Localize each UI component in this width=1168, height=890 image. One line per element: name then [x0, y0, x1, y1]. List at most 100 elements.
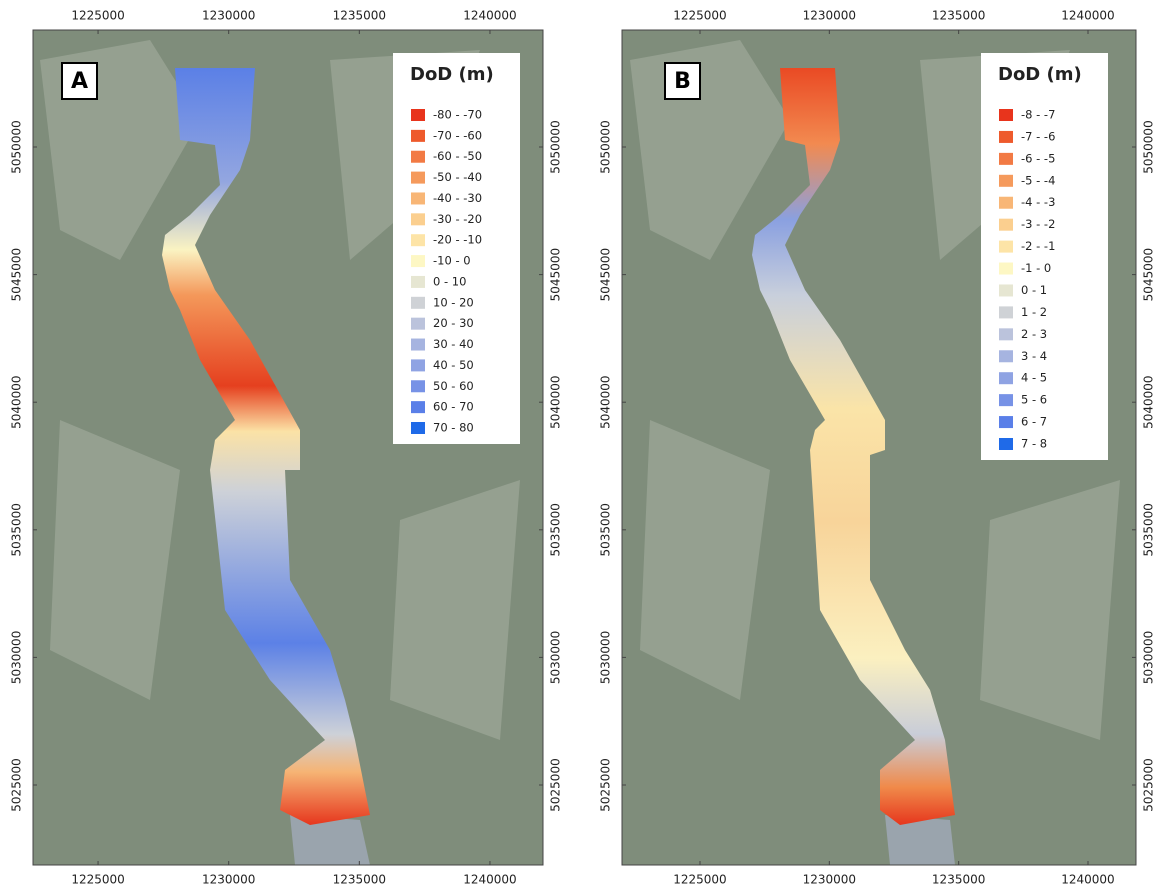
legend-label: -7 - -6 [1021, 129, 1055, 143]
legend-label: -50 - -40 [433, 170, 482, 184]
lake [290, 815, 370, 865]
legend-swatch [411, 422, 425, 434]
y-tick-label: 5045000 [10, 248, 24, 301]
x-tick-label: 1225000 [673, 873, 726, 887]
legend-label: 50 - 60 [433, 379, 474, 393]
y-tick-label: 5035000 [1142, 503, 1156, 556]
y-tick-label: 5050000 [549, 120, 563, 173]
legend-label: -4 - -3 [1021, 195, 1055, 209]
legend-swatch [999, 328, 1013, 340]
x-tick-label: 1230000 [803, 9, 856, 23]
figure: 1225000 1225000 1230000 1230000 1235000 12350… [0, 0, 1168, 890]
legend-swatch [999, 241, 1013, 253]
legend-label: 4 - 5 [1021, 371, 1047, 385]
x-tick-label: 1240000 [1061, 9, 1114, 23]
legend-swatch [411, 151, 425, 163]
legend-swatch [411, 192, 425, 204]
lake [885, 815, 955, 865]
legend-swatch [411, 234, 425, 246]
legend-label: 70 - 80 [433, 421, 474, 435]
legend-swatch [999, 197, 1013, 209]
y-tick-label: 5025000 [599, 758, 613, 811]
y-tick-label: 5050000 [599, 120, 613, 173]
y-tick-label: 5045000 [549, 248, 563, 301]
y-tick-label: 5030000 [599, 631, 613, 684]
y-tick-label: 5025000 [549, 758, 563, 811]
legend-swatch [999, 416, 1013, 428]
legend-label: -6 - -5 [1021, 151, 1055, 165]
y-tick-label: 5035000 [10, 503, 24, 556]
x-tick-label: 1230000 [202, 873, 255, 887]
legend-swatch [999, 175, 1013, 187]
y-tick-label: 5030000 [549, 631, 563, 684]
y-tick-label: 5035000 [599, 503, 613, 556]
y-tick-label: 5045000 [599, 248, 613, 301]
legend-swatch [411, 297, 425, 309]
legend-label: -60 - -50 [433, 149, 482, 163]
legend-swatch [999, 263, 1013, 275]
legend-title: DoD (m) [410, 64, 494, 85]
legend-label: -2 - -1 [1021, 239, 1055, 253]
legend-label: -80 - -70 [433, 108, 482, 122]
legend-swatch [411, 318, 425, 330]
legend-swatch [411, 359, 425, 371]
legend-swatch [411, 276, 425, 288]
legend-label: 30 - 40 [433, 337, 474, 351]
y-tick-label: 5025000 [1142, 758, 1156, 811]
legend-title: DoD (m) [998, 64, 1082, 85]
legend-label: 40 - 50 [433, 358, 474, 372]
legend-label: 0 - 10 [433, 274, 466, 288]
x-tick-label: 1230000 [202, 9, 255, 23]
legend-label: 3 - 4 [1021, 349, 1047, 363]
legend-swatch [999, 350, 1013, 362]
y-tick-label: 5040000 [10, 375, 24, 428]
y-tick-label: 5040000 [1142, 375, 1156, 428]
legend-swatch [999, 109, 1013, 121]
x-tick-label: 1240000 [463, 9, 516, 23]
legend-label: -70 - -60 [433, 128, 482, 142]
x-tick-label: 1240000 [1061, 873, 1114, 887]
x-tick-label: 1235000 [932, 9, 985, 23]
legend-swatch [999, 284, 1013, 296]
legend-label: 60 - 70 [433, 400, 474, 414]
legend-label: 0 - 1 [1021, 283, 1047, 297]
y-tick-label: 5040000 [549, 375, 563, 428]
legend-swatch [999, 394, 1013, 406]
legend-label: -40 - -30 [433, 191, 482, 205]
x-tick-label: 1225000 [71, 873, 124, 887]
legend-swatch [411, 339, 425, 351]
y-tick-label: 5030000 [1142, 631, 1156, 684]
legend-swatch [999, 131, 1013, 143]
y-tick-label: 5045000 [1142, 248, 1156, 301]
legend-label: -5 - -4 [1021, 173, 1055, 187]
legend-label: -3 - -2 [1021, 217, 1055, 231]
x-tick-label: 1235000 [333, 873, 386, 887]
y-tick-label: 5025000 [10, 758, 24, 811]
y-tick-label: 5030000 [10, 631, 24, 684]
legend-swatch [411, 213, 425, 225]
legend-swatch [411, 255, 425, 267]
x-tick-label: 1240000 [463, 873, 516, 887]
legend-swatch [411, 109, 425, 121]
legend-label: 10 - 20 [433, 295, 474, 309]
legend-label: -20 - -10 [433, 233, 482, 247]
page: 1225000 1225000 1230000 1230000 1235000 12350… [0, 0, 1168, 890]
legend-label: 1 - 2 [1021, 305, 1047, 319]
y-tick-label: 5040000 [599, 375, 613, 428]
legend-label: 20 - 30 [433, 316, 474, 330]
x-tick-label: 1230000 [803, 873, 856, 887]
legend-swatch [411, 130, 425, 142]
legend-swatch [999, 153, 1013, 165]
x-tick-label: 1225000 [71, 9, 124, 23]
legend-swatch [411, 401, 425, 413]
y-tick-label: 5050000 [1142, 120, 1156, 173]
legend-swatch [999, 372, 1013, 384]
legend-label: -8 - -7 [1021, 108, 1055, 122]
legend-label: 6 - 7 [1021, 415, 1047, 429]
panel-label: B [674, 69, 691, 94]
legend-label: 5 - 6 [1021, 393, 1047, 407]
x-tick-label: 1235000 [932, 873, 985, 887]
y-tick-label: 5050000 [10, 120, 24, 173]
legend-swatch [999, 306, 1013, 318]
panel-label: A [71, 69, 88, 94]
